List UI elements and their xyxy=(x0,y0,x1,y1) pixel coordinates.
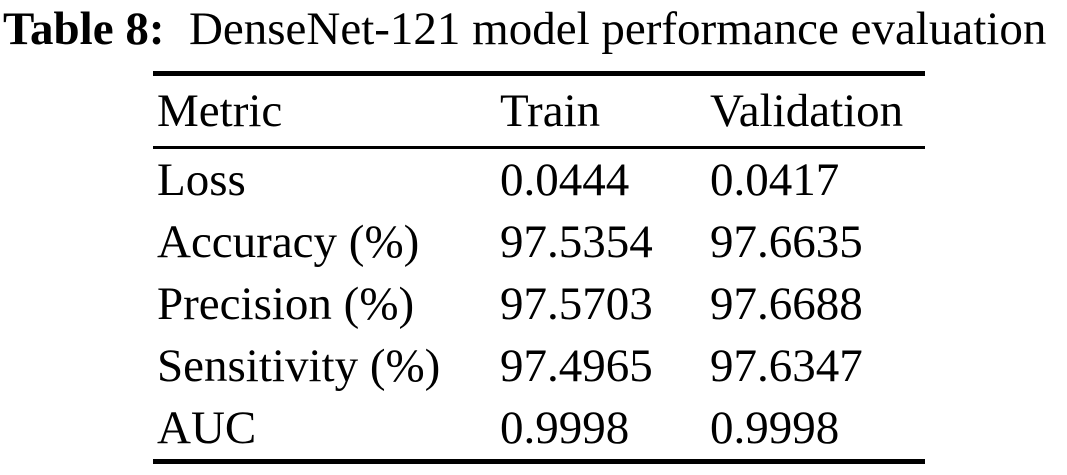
cell-train: 97.5354 xyxy=(500,215,653,268)
header-cell-validation: Validation xyxy=(710,84,904,137)
cell-validation: 97.6688 xyxy=(710,277,863,330)
cell-metric: Accuracy (%) xyxy=(157,215,420,268)
cell-validation: 0.0417 xyxy=(710,153,840,206)
cell-metric: Loss xyxy=(157,153,246,206)
cell-train: 97.4965 xyxy=(500,339,653,392)
table-row: Sensitivity (%) 97.4965 97.6347 xyxy=(153,335,925,397)
cell-metric: Sensitivity (%) xyxy=(157,339,441,392)
performance-table: Metric Train Validation Loss 0.0444 0.04… xyxy=(153,71,925,464)
cell-metric: AUC xyxy=(157,401,257,454)
table-row: Precision (%) 97.5703 97.6688 xyxy=(153,273,925,335)
table-caption-label: Table 8: xyxy=(3,3,165,55)
cell-validation: 97.6347 xyxy=(710,339,863,392)
cell-validation: 0.9998 xyxy=(710,401,840,454)
table-row: Accuracy (%) 97.5354 97.6635 xyxy=(153,211,925,273)
table-header-row: Metric Train Validation xyxy=(153,76,925,149)
table-row: AUC 0.9998 0.9998 xyxy=(153,397,925,459)
cell-validation: 97.6635 xyxy=(710,215,863,268)
header-cell-metric: Metric xyxy=(157,84,283,137)
table-caption: Table 8: DenseNet-121 model performance e… xyxy=(3,2,1065,56)
cell-metric: Precision (%) xyxy=(157,277,415,330)
cell-train: 97.5703 xyxy=(500,277,653,330)
table-caption-text: DenseNet-121 model performance evaluatio… xyxy=(188,3,1047,55)
table-row: Loss 0.0444 0.0417 xyxy=(153,149,925,211)
cell-train: 0.0444 xyxy=(500,153,630,206)
header-cell-train: Train xyxy=(500,84,601,137)
cell-train: 0.9998 xyxy=(500,401,630,454)
